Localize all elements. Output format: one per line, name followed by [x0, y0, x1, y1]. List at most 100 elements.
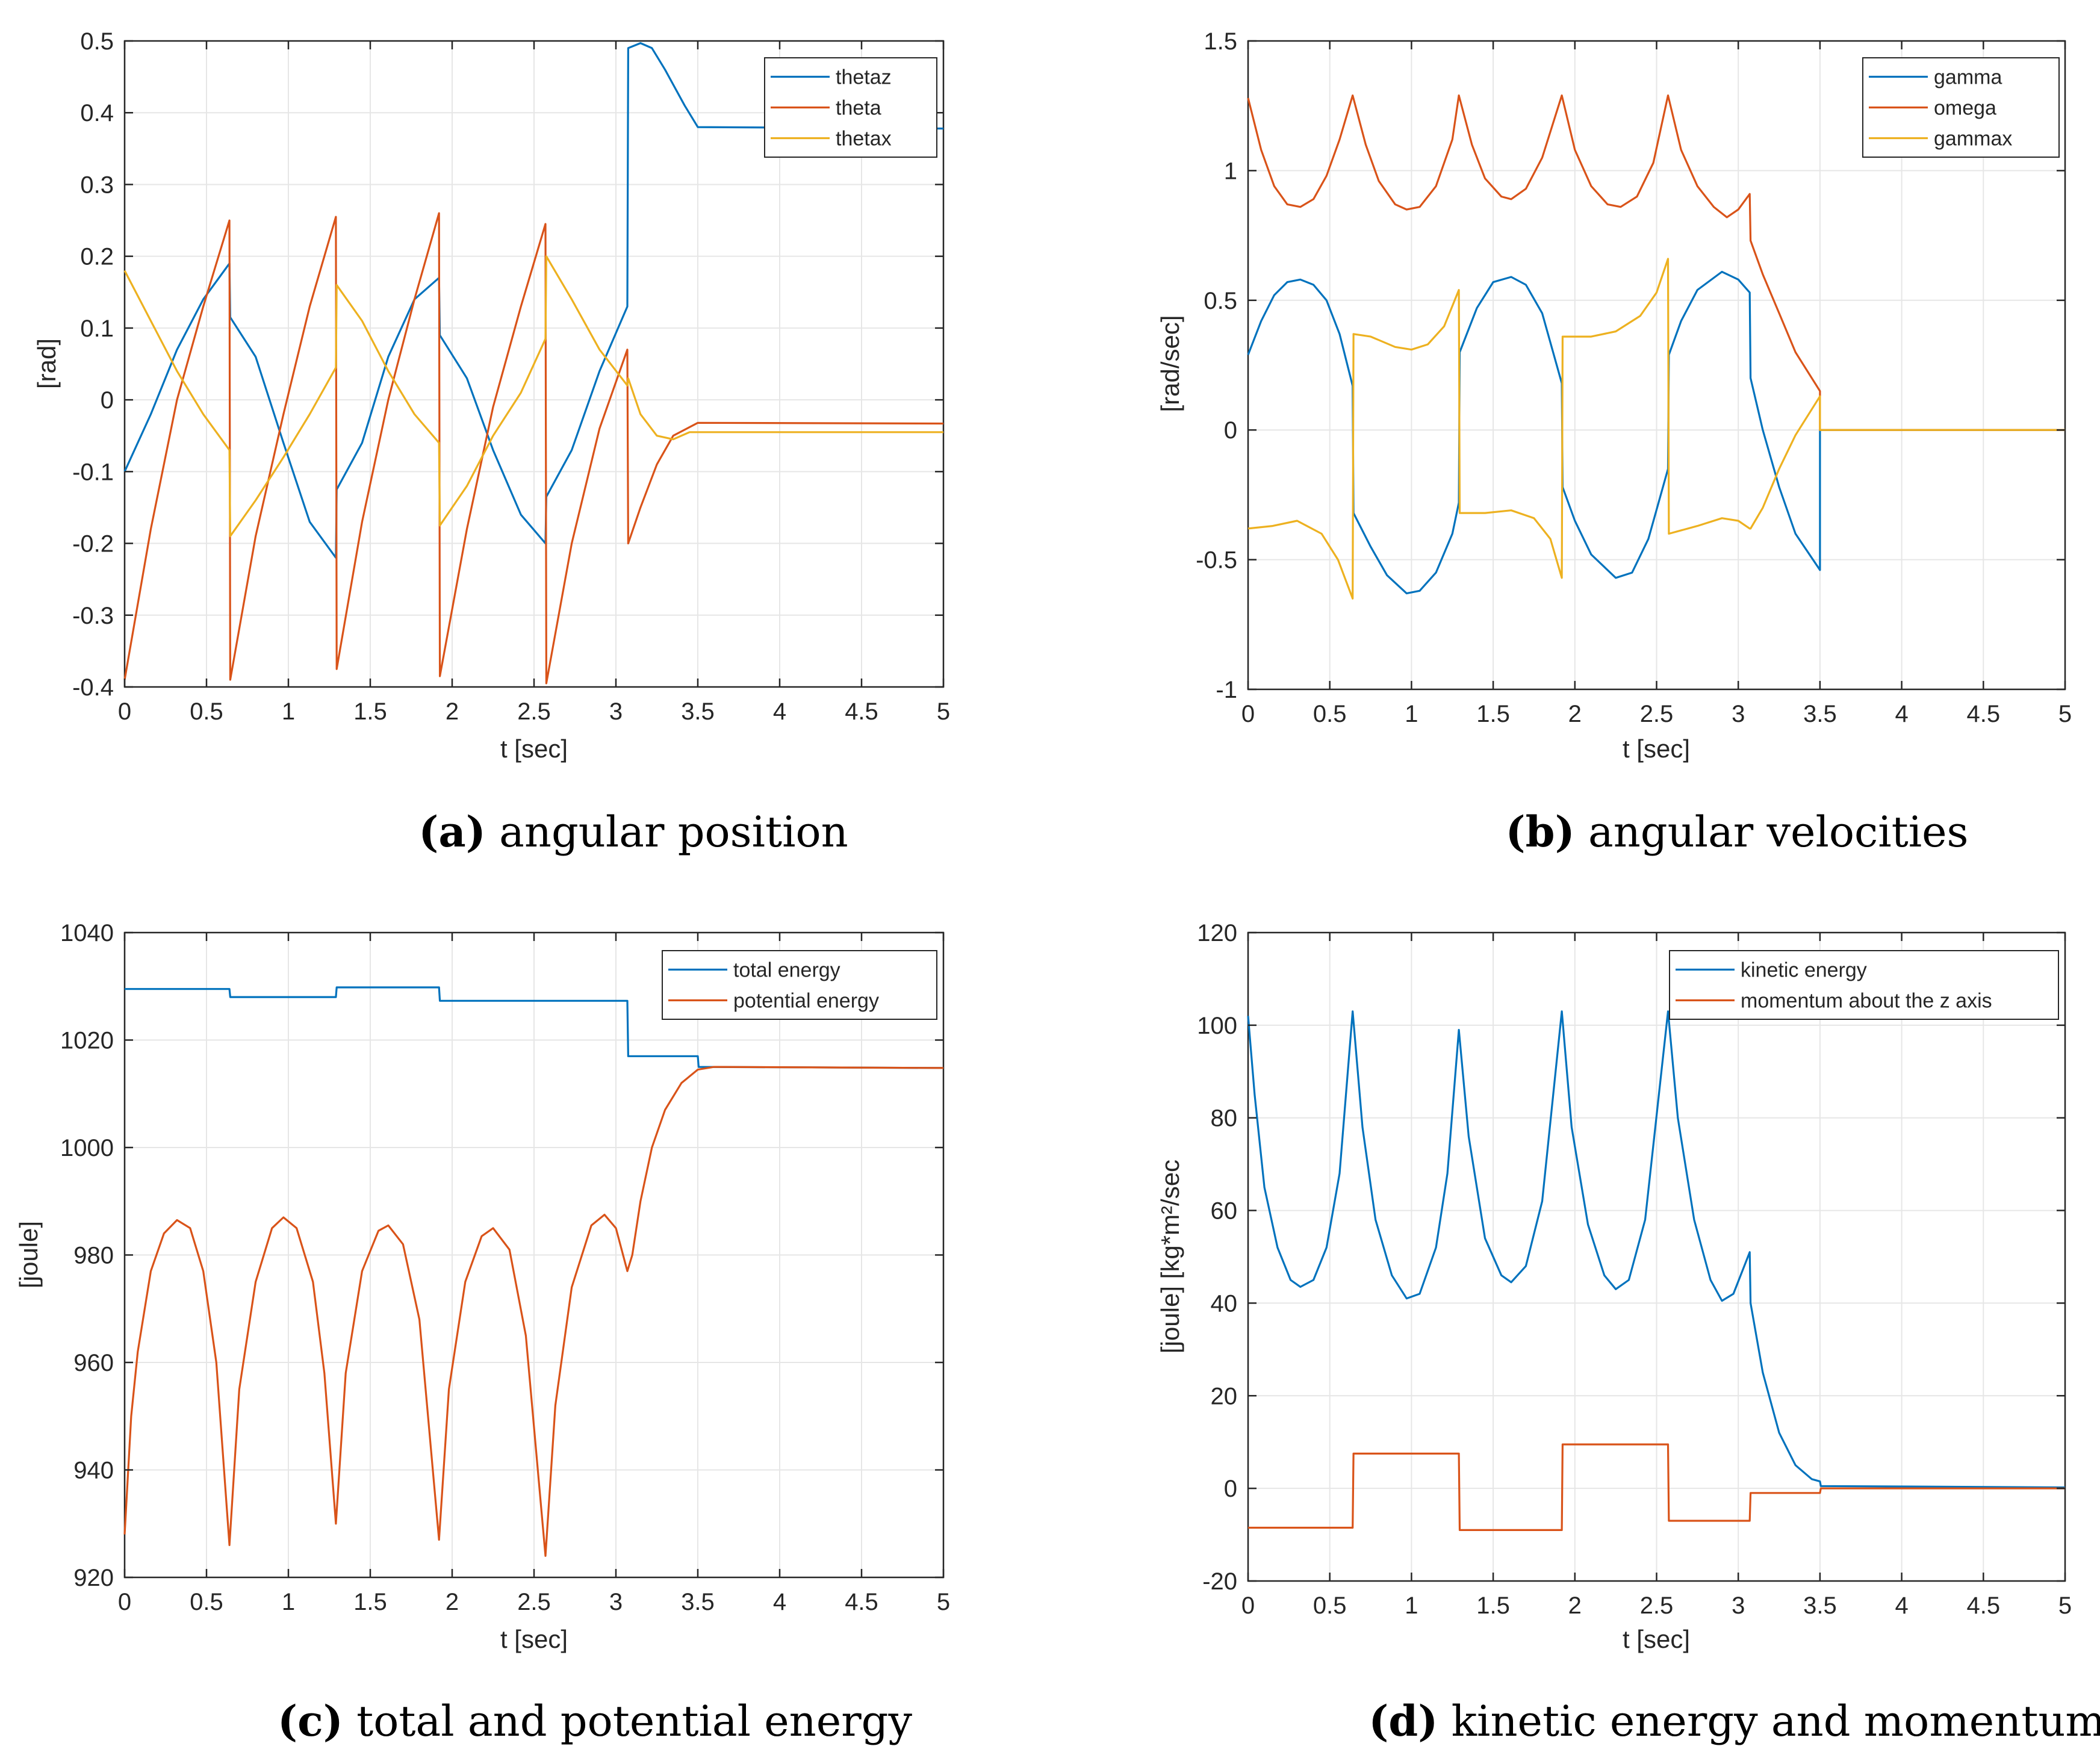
caption-d-tag: (d) — [1368, 1696, 1438, 1746]
y-tick-label: 40 — [1211, 1290, 1238, 1317]
x-tick-label: 2.5 — [517, 698, 551, 725]
caption-b: (b) angular velocities — [1506, 807, 1969, 857]
caption-c-text: total and potential energy — [356, 1697, 912, 1746]
x-tick-label: 0.5 — [1313, 701, 1347, 727]
x-tick-label: 3 — [1732, 701, 1745, 727]
x-tick-label: 3.5 — [1803, 1592, 1837, 1619]
x-tick-label: 2 — [1568, 1592, 1582, 1619]
caption-b-text: angular velocities — [1588, 807, 1969, 857]
x-tick-label: 3 — [609, 698, 623, 725]
y-tick-label: 1.5 — [1204, 28, 1237, 55]
x-tick-label: 4.5 — [1966, 701, 2000, 727]
caption-a-tag: (a) — [418, 807, 486, 857]
x-axis-label: t [sec] — [500, 1625, 568, 1653]
y-tick-label: 0.5 — [1204, 288, 1237, 314]
y-tick-label: 0 — [1224, 1476, 1237, 1502]
y-tick-label: 0.3 — [80, 172, 114, 198]
x-tick-label: 5 — [2058, 1592, 2072, 1619]
legend-label: total energy — [733, 959, 840, 982]
y-tick-label: 60 — [1211, 1198, 1238, 1225]
legend-label: thetaz — [836, 66, 892, 89]
x-tick-label: 4 — [773, 698, 786, 725]
caption-a: (a) angular position — [418, 807, 848, 857]
y-axis-label: [rad/sec] — [1156, 315, 1184, 412]
caption-a-text: angular position — [499, 807, 848, 857]
series-line-omega — [1247, 94, 2065, 431]
y-tick-label: 80 — [1211, 1105, 1238, 1132]
x-tick-label: 1.5 — [353, 1589, 387, 1615]
x-tick-label: 0.5 — [190, 698, 223, 725]
x-tick-label: 2 — [1568, 701, 1582, 727]
chart-panel-b: 0 0.5 1 1.5 2 2.5 3 3.5 4 4.5 5 -1 -0.5 0 0.5 1 1.5 t [s… — [1156, 28, 2072, 763]
x-tick-label: 5 — [937, 698, 950, 725]
x-tick-label: 1.5 — [353, 698, 387, 725]
x-tick-label: 1 — [1405, 1592, 1418, 1619]
y-tick-label: 120 — [1197, 920, 1237, 946]
x-tick-label: 1 — [1405, 701, 1418, 727]
series-line-momentum-about-the-z-axis — [1248, 1443, 2065, 1531]
y-tick-label: 20 — [1211, 1383, 1238, 1409]
legend-label: theta — [836, 97, 881, 120]
x-tick-label: 1.5 — [1476, 1592, 1510, 1619]
x-tick-label: 4.5 — [1966, 1592, 2000, 1619]
y-tick-label: 0.2 — [80, 244, 114, 270]
x-tick-label: 5 — [2058, 701, 2072, 727]
x-tick-label: 2.5 — [517, 1589, 551, 1615]
x-tick-label: 3.5 — [681, 1589, 715, 1615]
y-tick-label: 1040 — [60, 920, 114, 946]
x-axis-label: t [sec] — [1623, 735, 1690, 763]
x-tick-label: 2.5 — [1640, 701, 1674, 727]
y-tick-label: 940 — [73, 1458, 114, 1484]
y-tick-label: -0.4 — [72, 674, 114, 701]
x-tick-label: 4 — [1895, 701, 1908, 727]
y-tick-label: 0 — [101, 387, 114, 414]
legend-box — [662, 950, 937, 1020]
legend-label: gamma — [1934, 66, 2002, 89]
caption-b-tag: (b) — [1506, 807, 1575, 857]
chart-panel-c: 0 0.5 1 1.5 2 2.5 3 3.5 4 4.5 5 920 940 960 980 1000 102… — [14, 920, 950, 1653]
x-tick-label: 0 — [1241, 701, 1255, 727]
x-axis-label: t [sec] — [1623, 1625, 1690, 1653]
x-tick-label: 1 — [282, 698, 295, 725]
y-tick-label: -20 — [1202, 1568, 1237, 1595]
y-axis-label: [joule] [kg*m²/sec — [1156, 1160, 1184, 1353]
legend-label: potential energy — [733, 990, 879, 1013]
y-tick-label: 1000 — [60, 1135, 114, 1161]
y-tick-label: -0.5 — [1196, 547, 1237, 574]
y-tick-label: -0.2 — [72, 531, 114, 558]
y-axis-label: [joule] — [14, 1221, 43, 1288]
x-tick-label: 3 — [1732, 1592, 1745, 1619]
legend-label: omega — [1934, 97, 1996, 120]
x-tick-label: 4.5 — [845, 698, 878, 725]
legend-box — [1669, 950, 2059, 1020]
x-tick-label: 0.5 — [190, 1589, 223, 1615]
x-tick-label: 2 — [446, 1589, 459, 1615]
series-line-gamma — [1247, 270, 2065, 595]
y-tick-label: 0.5 — [80, 28, 114, 55]
x-tick-label: 2 — [446, 698, 459, 725]
y-tick-label: 1020 — [60, 1028, 114, 1054]
legend-label: momentum about the z axis — [1741, 990, 1992, 1013]
series-line-kinetic-energy — [1247, 1010, 2066, 1489]
y-tick-label: 0.4 — [80, 100, 114, 126]
series-line-total-energy — [125, 986, 944, 1069]
x-tick-label: 0 — [118, 698, 131, 725]
x-tick-label: 0.5 — [1313, 1592, 1347, 1619]
x-tick-label: 3 — [609, 1589, 623, 1615]
caption-c-tag: (c) — [278, 1696, 343, 1746]
x-tick-label: 4 — [1895, 1592, 1908, 1619]
y-tick-label: 1 — [1224, 158, 1237, 184]
caption-c: (c) total and potential energy — [278, 1696, 912, 1746]
caption-d-text: kinetic energy and momentum — [1452, 1697, 2100, 1746]
x-tick-label: 0 — [118, 1589, 131, 1615]
y-tick-label: 100 — [1197, 1013, 1237, 1039]
y-tick-label: -0.1 — [72, 459, 114, 485]
y-tick-label: 0.1 — [80, 315, 114, 342]
x-tick-label: 4 — [773, 1589, 786, 1615]
y-axis-label: [rad] — [33, 338, 61, 389]
y-tick-label: -0.3 — [72, 603, 114, 629]
legend-label: thetax — [836, 128, 892, 151]
y-tick-label: 980 — [73, 1243, 114, 1269]
series-line-gammax — [1247, 258, 2065, 600]
x-tick-label: 3.5 — [1803, 701, 1837, 727]
